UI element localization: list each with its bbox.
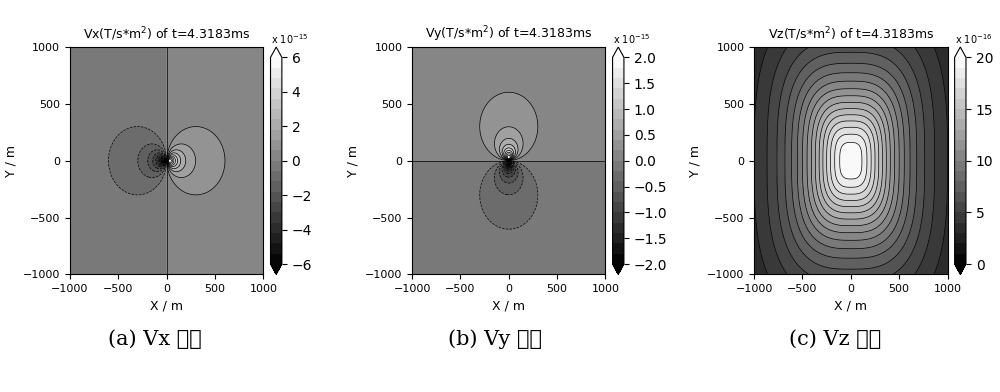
X-axis label: X / m: X / m [834, 299, 867, 313]
Text: x 10$^{-16}$: x 10$^{-16}$ [955, 33, 992, 46]
PathPatch shape [271, 264, 282, 274]
Text: (c) Vz 分量: (c) Vz 分量 [789, 329, 881, 349]
PathPatch shape [613, 47, 624, 57]
Y-axis label: Y / m: Y / m [346, 145, 359, 177]
PathPatch shape [955, 47, 966, 57]
Text: x 10$^{-15}$: x 10$^{-15}$ [613, 33, 650, 46]
Title: Vz(T/s*m$^2$) of t=4.3183ms: Vz(T/s*m$^2$) of t=4.3183ms [768, 25, 934, 43]
Text: (b) Vy 分量: (b) Vy 分量 [448, 329, 542, 349]
Title: Vy(T/s*m$^2$) of t=4.3183ms: Vy(T/s*m$^2$) of t=4.3183ms [425, 25, 592, 44]
X-axis label: X / m: X / m [492, 299, 525, 313]
X-axis label: X / m: X / m [150, 299, 183, 313]
Title: Vx(T/s*m$^2$) of t=4.3183ms: Vx(T/s*m$^2$) of t=4.3183ms [83, 25, 250, 43]
Y-axis label: Y / m: Y / m [688, 145, 701, 177]
PathPatch shape [613, 264, 624, 274]
Y-axis label: Y / m: Y / m [4, 145, 17, 177]
Text: (a) Vx 分量: (a) Vx 分量 [108, 329, 202, 349]
PathPatch shape [955, 264, 966, 274]
Text: x 10$^{-15}$: x 10$^{-15}$ [271, 33, 308, 46]
PathPatch shape [271, 47, 282, 57]
